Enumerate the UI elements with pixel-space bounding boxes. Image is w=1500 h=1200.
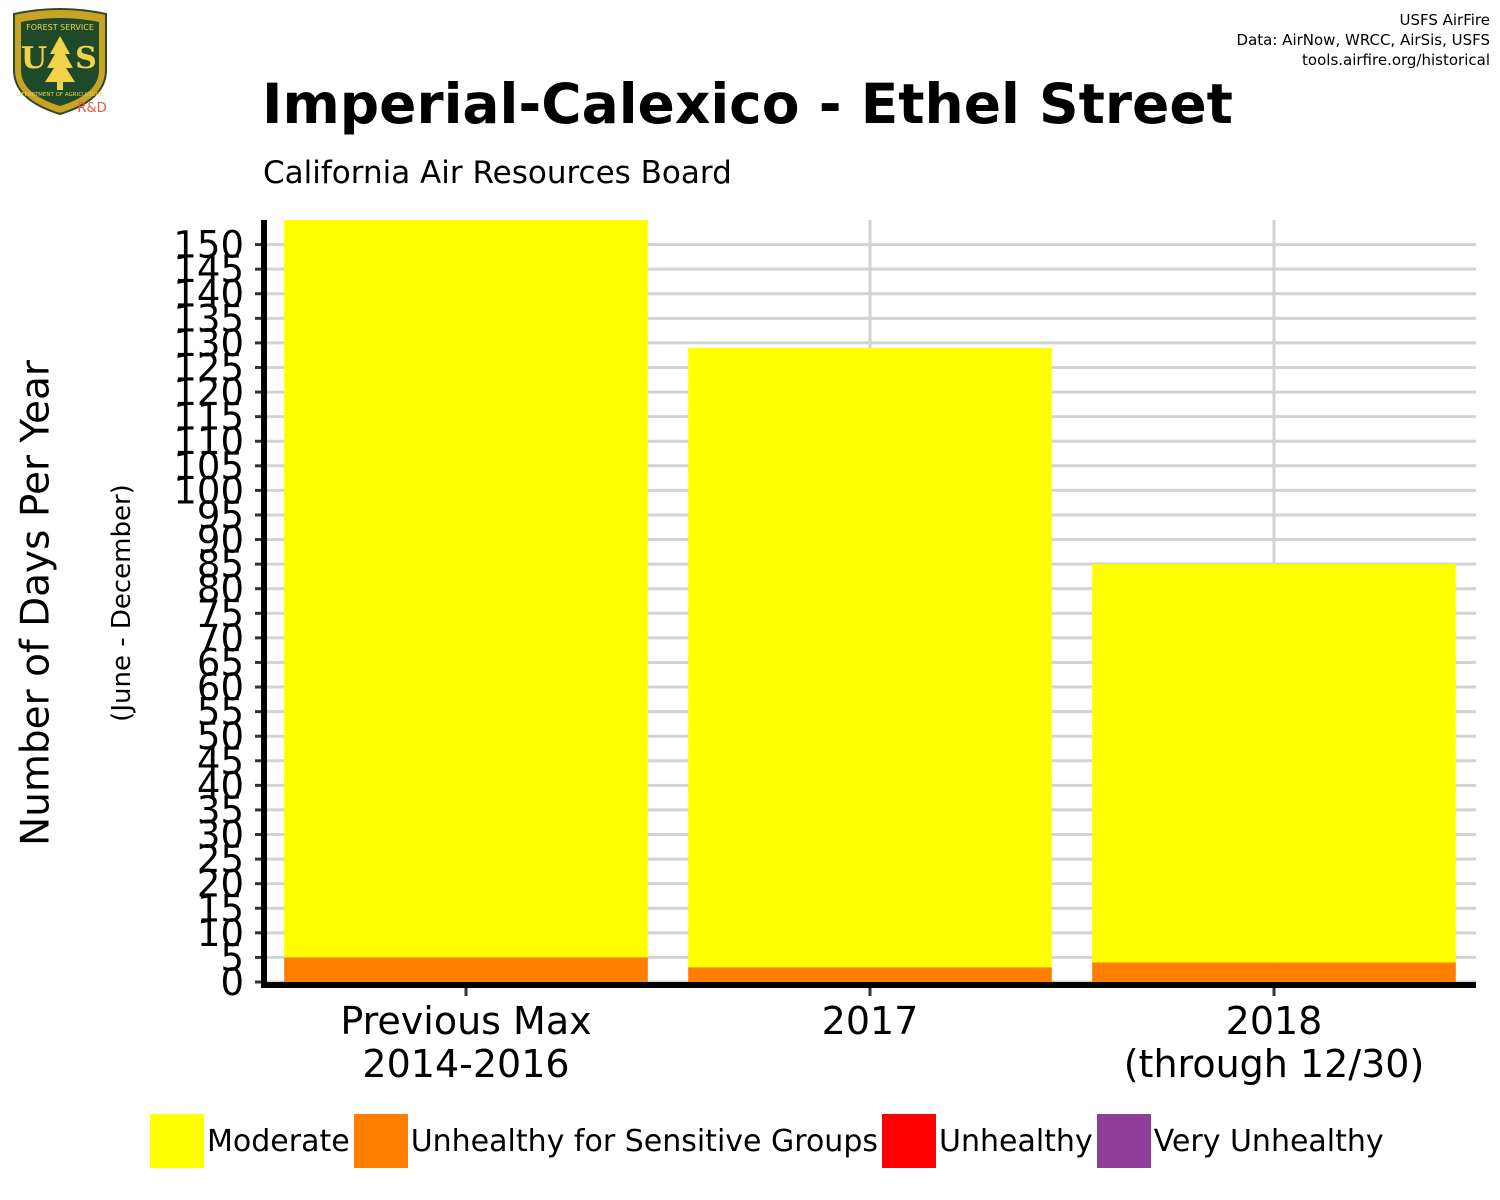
y-tick-label: 30 bbox=[197, 814, 244, 857]
chart-subtitle: California Air Resources Board bbox=[263, 155, 732, 191]
y-tick-label: 90 bbox=[197, 519, 244, 562]
y-tick-label: 135 bbox=[173, 297, 244, 340]
credit-line: tools.airfire.org/historical bbox=[1302, 51, 1490, 69]
legend-item: Unhealthy for Sensitive Groups bbox=[353, 1114, 882, 1168]
x-tick-label: 2017 bbox=[822, 999, 919, 1043]
x-tick-label: (through 12/30) bbox=[1124, 1042, 1425, 1086]
y-tick-label: 60 bbox=[197, 666, 244, 709]
y-tick-label: 65 bbox=[197, 641, 244, 684]
bar-segment-moderate bbox=[1092, 564, 1456, 963]
y-tick-label: 80 bbox=[197, 568, 244, 611]
bar-segment-unhealthy-for-sensitive-groups bbox=[284, 957, 648, 982]
y-tick-label: 0 bbox=[220, 961, 244, 1004]
y-tick-label: 35 bbox=[197, 789, 244, 832]
bar-segment-unhealthy-for-sensitive-groups bbox=[688, 967, 1052, 982]
legend-item: Very Unhealthy bbox=[1096, 1114, 1388, 1168]
y-tick-label: 50 bbox=[197, 715, 244, 758]
y-tick-label: 40 bbox=[197, 764, 244, 807]
bar-segment-unhealthy-for-sensitive-groups bbox=[1092, 962, 1456, 982]
legend-label: Unhealthy bbox=[939, 1123, 1093, 1159]
credit-line: Data: AirNow, WRCC, AirSis, USFS bbox=[1236, 31, 1490, 49]
usfs-logo: FOREST SERVICE U S DEPARTMENT OF AGRICUL… bbox=[13, 8, 107, 116]
legend-item: Unhealthy bbox=[882, 1114, 1097, 1168]
credits: USFS AirFire Data: AirNow, WRCC, AirSis,… bbox=[1237, 10, 1490, 70]
bar-segment-moderate bbox=[688, 347, 1052, 968]
logo-letter-s: S bbox=[75, 41, 97, 76]
y-tick-label: 120 bbox=[173, 371, 244, 414]
bar-segment-moderate bbox=[284, 220, 648, 958]
legend-item: Moderate bbox=[150, 1114, 354, 1168]
credit-line: USFS AirFire bbox=[1399, 11, 1490, 29]
legend: Moderate Unhealthy for Sensitive Groups Un… bbox=[150, 1114, 1388, 1168]
x-tick-label: 2014-2016 bbox=[362, 1042, 569, 1086]
y-tick-label: 25 bbox=[197, 838, 244, 881]
legend-label: Moderate bbox=[207, 1123, 350, 1159]
legend-swatch bbox=[882, 1114, 936, 1168]
y-tick-label: 85 bbox=[197, 543, 244, 586]
y-tick-label: 110 bbox=[173, 420, 244, 463]
y-tick-label: 145 bbox=[173, 248, 244, 291]
y-tick-label: 15 bbox=[197, 887, 244, 930]
legend-label: Very Unhealthy bbox=[1153, 1123, 1384, 1159]
y-tick-label: 55 bbox=[197, 691, 244, 734]
y-tick-label: 95 bbox=[197, 494, 244, 537]
y-tick-label: 20 bbox=[197, 863, 244, 906]
y-tick-label: 5 bbox=[220, 936, 244, 979]
chart-title: Imperial-Calexico - Ethel Street bbox=[262, 72, 1233, 136]
legend-label: Unhealthy for Sensitive Groups bbox=[410, 1123, 878, 1159]
y-tick-label: 140 bbox=[173, 273, 244, 316]
x-tick-label: Previous Max bbox=[340, 999, 591, 1043]
y-tick-label: 100 bbox=[173, 469, 244, 512]
y-tick-label: 125 bbox=[173, 346, 244, 389]
y-tick-label: 45 bbox=[197, 740, 244, 783]
x-tick-label: 2018 bbox=[1226, 999, 1323, 1043]
y-tick-label: 130 bbox=[173, 322, 244, 365]
logo-letter-u: U bbox=[21, 41, 47, 76]
y-tick-label: 150 bbox=[173, 224, 244, 267]
y-tick-label: 10 bbox=[197, 912, 244, 955]
legend-swatch bbox=[353, 1114, 408, 1168]
y-tick-label: 105 bbox=[173, 445, 244, 488]
y-tick-label: 75 bbox=[197, 592, 244, 635]
legend-swatch bbox=[150, 1114, 204, 1168]
y-tick-label: 115 bbox=[173, 396, 244, 439]
legend-swatch bbox=[1096, 1114, 1151, 1168]
logo-bottom-text: DEPARTMENT OF AGRICULTURE bbox=[17, 92, 104, 98]
y-tick-label: 70 bbox=[197, 617, 244, 660]
logo-top-text: FOREST SERVICE bbox=[26, 23, 94, 32]
tree-trunk bbox=[57, 82, 63, 90]
logo-rd-badge: R&D bbox=[77, 101, 106, 116]
tree-icon bbox=[45, 36, 75, 82]
